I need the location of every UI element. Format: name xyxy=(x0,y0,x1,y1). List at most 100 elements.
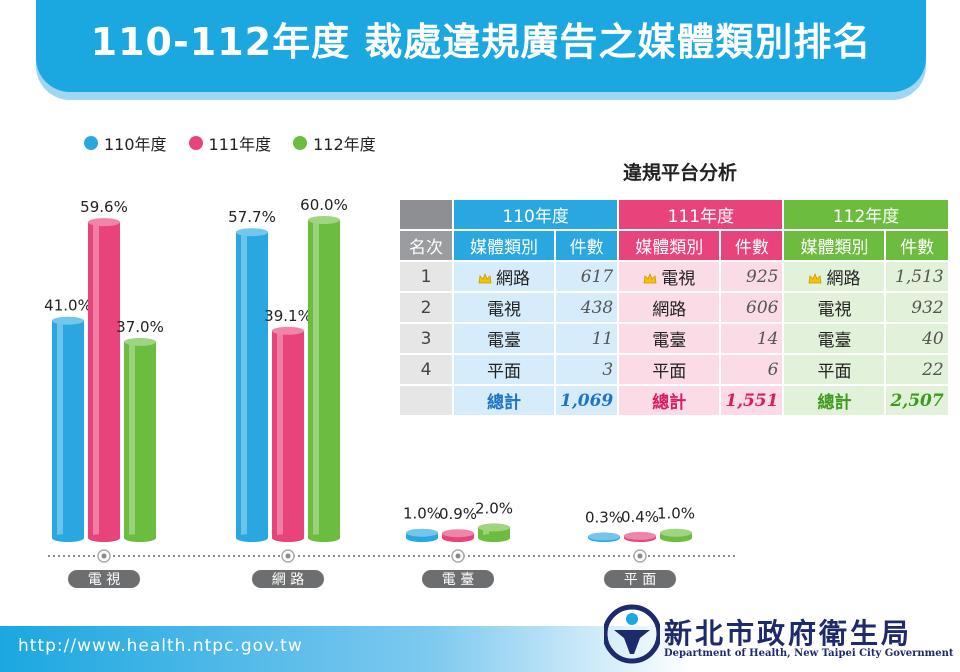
bar-base xyxy=(124,534,156,542)
data-label: 59.6% xyxy=(80,198,128,216)
count-cell: 14 xyxy=(721,324,783,353)
year-header-112: 112年度 xyxy=(784,200,948,229)
title-banner xyxy=(36,0,926,100)
data-label: 0.9% xyxy=(439,505,477,523)
count-cell: 438 xyxy=(556,293,618,322)
bar-top xyxy=(406,528,438,537)
category-pill xyxy=(68,570,140,588)
bar-base xyxy=(52,534,84,542)
media-cell: 電視 xyxy=(454,293,554,322)
bar xyxy=(478,527,510,538)
crown-icon xyxy=(643,273,657,284)
table-row: 3 電臺 11 電臺 14 電臺 40 xyxy=(400,324,948,353)
bar xyxy=(88,222,120,538)
total-label-110: 總計 xyxy=(454,386,554,415)
bar xyxy=(124,341,156,538)
bar-highlight xyxy=(241,232,247,538)
ranking-table: 110年度 111年度 112年度 名次 媒體類別 件數 媒體類別 件數 媒體類… xyxy=(398,198,950,417)
legend-label-110: 110年度 xyxy=(104,135,167,154)
data-label: 37.0% xyxy=(116,318,164,336)
count-cell: 3 xyxy=(556,355,618,384)
rank-cell: 3 xyxy=(400,324,452,353)
total-label-111: 總計 xyxy=(619,386,720,415)
bar-top xyxy=(124,337,156,346)
category-marker-center xyxy=(285,553,291,559)
media-name: 網路 xyxy=(496,269,530,289)
bar-top xyxy=(660,528,692,537)
data-label: 0.3% xyxy=(585,508,623,526)
table-row: 4 平面 3 平面 6 平面 22 xyxy=(400,355,948,384)
bar-highlight xyxy=(483,527,489,538)
count-header-111: 件數 xyxy=(721,231,783,260)
bar xyxy=(52,320,84,538)
rank-cell: 4 xyxy=(400,355,452,384)
legend-item-110: 110年度 xyxy=(84,131,167,155)
bar-base xyxy=(236,534,268,542)
data-label: 0.4% xyxy=(621,508,659,526)
year-header-110: 110年度 xyxy=(454,200,618,229)
bar-highlight xyxy=(93,222,99,538)
media-cell: 電臺 xyxy=(619,324,720,353)
category-pill xyxy=(252,570,324,588)
legend-label-111: 111年度 xyxy=(208,135,272,154)
bar-top xyxy=(442,529,474,538)
media-cell: 電臺 xyxy=(454,324,554,353)
data-label: 41.0% xyxy=(44,297,92,315)
media-header-112: 媒體類別 xyxy=(784,231,885,260)
media-cell: 網路 xyxy=(784,262,885,291)
legend-dot-112 xyxy=(293,136,308,150)
footer-bar xyxy=(0,626,960,672)
count-header-112: 件數 xyxy=(886,231,948,260)
legend-label-112: 112年度 xyxy=(313,135,376,154)
table-corner-cell xyxy=(400,200,452,229)
table-row: 1 網路 617 電視 925 網路 1,513 xyxy=(400,262,948,291)
data-label: 1.0% xyxy=(403,505,441,523)
website-link[interactable]: http://www.health.ntpc.gov.tw xyxy=(18,636,303,656)
count-cell: 40 xyxy=(886,324,948,353)
bar-base xyxy=(478,534,510,542)
legend-dot-111 xyxy=(188,136,203,150)
bar-top xyxy=(272,326,304,335)
data-label: 60.0% xyxy=(300,196,348,214)
media-name: 網路 xyxy=(826,269,861,289)
table-title: 違規平台分析 xyxy=(622,162,737,184)
media-cell: 平面 xyxy=(454,355,554,384)
health-department-logo xyxy=(604,604,660,664)
table-row: 2 電視 438 網路 606 電視 932 xyxy=(400,293,948,322)
table-total-row: 總計 1,069 總計 1,551 總計 2,507 xyxy=(400,386,948,415)
year-header-111: 111年度 xyxy=(619,200,783,229)
bar-base xyxy=(308,534,340,542)
page-title: 110-112年度 裁處違規廣告之媒體類別排名 xyxy=(90,20,872,64)
table-column-header-row: 名次 媒體類別 件數 媒體類別 件數 媒體類別 件數 xyxy=(400,231,948,260)
data-label: 57.7% xyxy=(228,208,276,226)
bar-top xyxy=(588,532,620,541)
legend-item-112: 112年度 xyxy=(293,131,376,155)
count-cell: 932 xyxy=(886,293,948,322)
crown-icon xyxy=(478,273,492,284)
category-label: 網 路 xyxy=(272,572,304,588)
count-header-110: 件數 xyxy=(556,231,618,260)
category-marker-center xyxy=(101,553,107,559)
bar-top xyxy=(478,523,510,532)
media-cell: 平面 xyxy=(619,355,720,384)
media-cell: 電臺 xyxy=(784,324,885,353)
total-label-112: 總計 xyxy=(784,386,885,415)
rank-cell: 2 xyxy=(400,293,452,322)
media-cell: 電視 xyxy=(784,293,885,322)
total-count-112: 2,507 xyxy=(886,386,948,415)
bar xyxy=(236,232,268,538)
total-count-110: 1,069 xyxy=(556,386,618,415)
count-cell: 606 xyxy=(721,293,783,322)
media-header-110: 媒體類別 xyxy=(454,231,554,260)
media-cell: 電視 xyxy=(619,262,720,291)
media-header-111: 媒體類別 xyxy=(619,231,720,260)
bar-top xyxy=(88,218,120,227)
category-pill xyxy=(604,570,676,588)
legend-item-111: 111年度 xyxy=(188,131,272,155)
table-year-header-row: 110年度 111年度 112年度 xyxy=(400,200,948,229)
bar-highlight xyxy=(129,341,135,538)
media-name: 電視 xyxy=(661,269,696,289)
organization-name-english: Department of Health, New Taipei City Go… xyxy=(664,648,954,659)
media-cell: 網路 xyxy=(619,293,720,322)
